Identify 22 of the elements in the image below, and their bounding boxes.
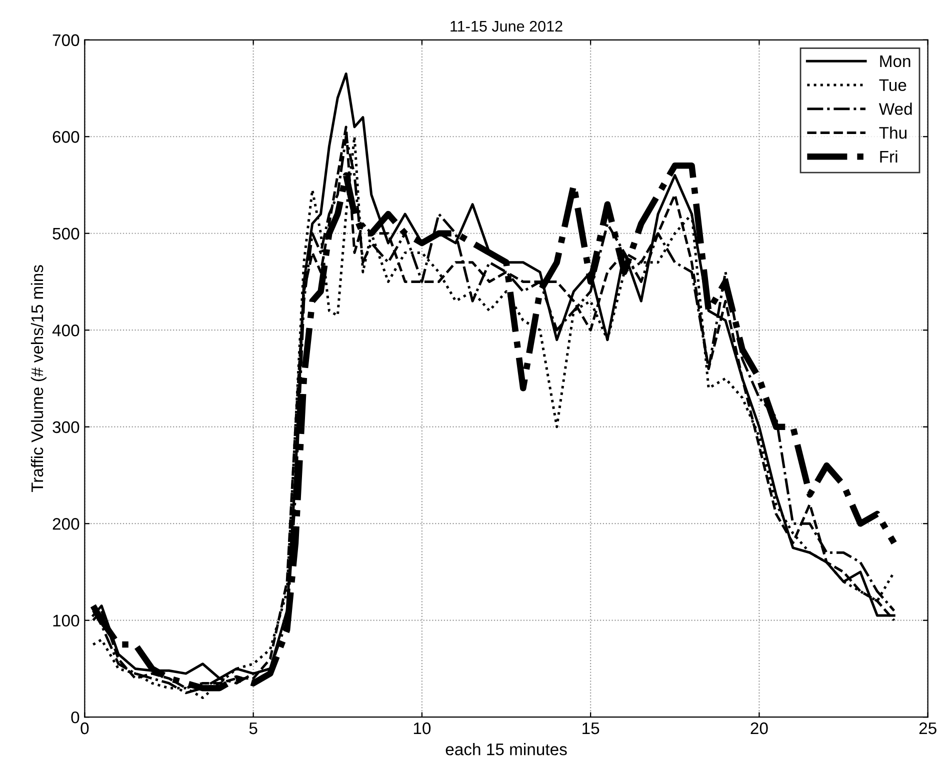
- x-tick-label: 10: [414, 722, 431, 734]
- legend-label: Fri: [880, 150, 898, 162]
- chart-title: 11-15 June 2012: [450, 20, 562, 32]
- x-tick-label: 15: [582, 722, 600, 734]
- y-tick-label: 400: [52, 324, 80, 336]
- x-tick-label: 25: [919, 722, 936, 734]
- y-tick-label: 500: [52, 228, 80, 240]
- x-axis-title: each 15 minutes: [446, 743, 567, 756]
- legend-label: Wed: [878, 102, 912, 115]
- y-tick-label: 700: [52, 34, 80, 46]
- x-tick-label: 0: [80, 722, 89, 734]
- x-tick-label: 5: [249, 722, 258, 734]
- y-tick-label: 100: [53, 614, 80, 627]
- legend-label: Tue: [879, 79, 906, 91]
- legend-label: Thu: [879, 126, 906, 139]
- y-tick-label: 300: [52, 421, 80, 434]
- y-tick-label: 200: [52, 518, 80, 530]
- y-axis-title: Traffic Volume (# vehs/15 mins: [30, 265, 46, 492]
- y-tick-label: 600: [52, 131, 80, 143]
- y-tick-label: 0: [71, 711, 80, 724]
- legend-label: Mon: [880, 55, 910, 68]
- x-tick-label: 20: [750, 722, 768, 734]
